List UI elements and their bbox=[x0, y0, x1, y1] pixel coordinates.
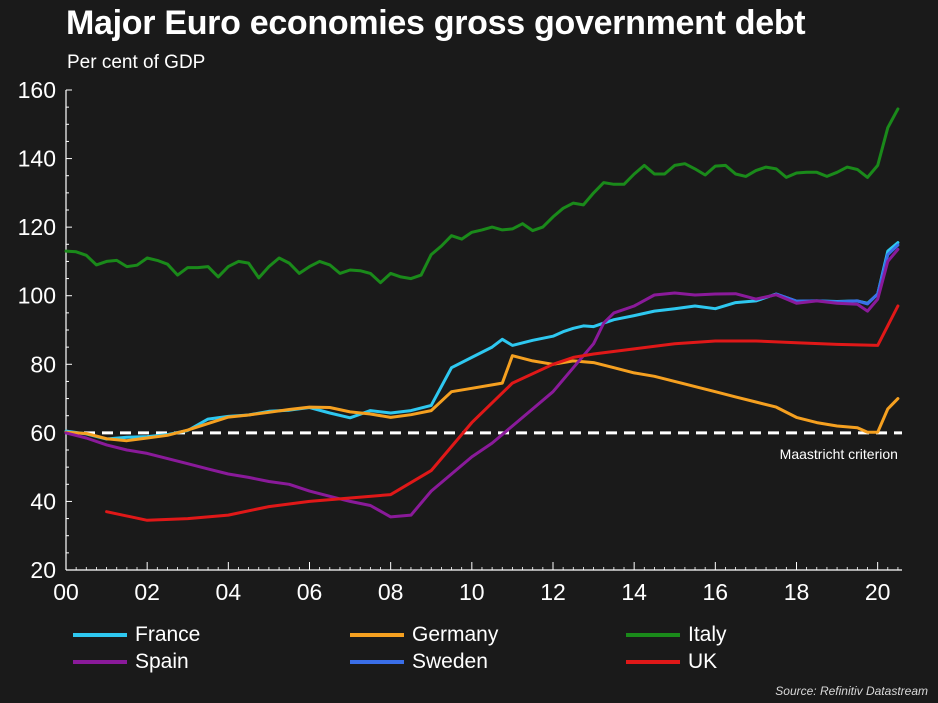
x-tick-label: 12 bbox=[540, 579, 566, 605]
legend-item-france: France bbox=[73, 623, 200, 647]
x-tick-label: 16 bbox=[703, 579, 729, 605]
legend-swatch bbox=[73, 633, 127, 637]
axes: 20 40 60 80 100 120 140 160 00 02 04 06 08 10 12 14 16 18… bbox=[18, 77, 902, 605]
x-tick-label: 08 bbox=[378, 579, 404, 605]
legend-label: Spain bbox=[135, 650, 189, 673]
y-tick-label: 60 bbox=[30, 420, 56, 446]
x-tick-label: 10 bbox=[459, 579, 485, 605]
legend-swatch bbox=[350, 633, 404, 637]
y-tick-label: 20 bbox=[30, 557, 56, 583]
legend-item-italy: Italy bbox=[626, 623, 727, 647]
series-line-spain bbox=[64, 247, 900, 519]
series-line-uk bbox=[105, 304, 900, 522]
x-tick-label: 04 bbox=[216, 579, 242, 605]
series-line-germany bbox=[64, 354, 900, 443]
series-line-italy bbox=[64, 107, 900, 285]
legend-label: Sweden bbox=[412, 650, 488, 673]
y-tick-label: 40 bbox=[30, 488, 56, 514]
y-tick-label: 100 bbox=[18, 283, 56, 309]
legend-label: UK bbox=[688, 650, 718, 673]
legend-item-sweden: Sweden bbox=[350, 650, 488, 674]
legend-item-spain: Spain bbox=[73, 650, 189, 674]
legend-label: France bbox=[135, 623, 201, 646]
x-tick-label: 02 bbox=[134, 579, 160, 605]
x-tick-label: 18 bbox=[784, 579, 810, 605]
x-tick-label: 14 bbox=[621, 579, 647, 605]
legend-swatch bbox=[350, 660, 404, 664]
legend-label: Italy bbox=[688, 623, 727, 646]
chart-subtitle: Per cent of GDP bbox=[67, 52, 206, 73]
x-tick-label: 20 bbox=[865, 579, 891, 605]
legend-item-uk: UK bbox=[626, 650, 717, 674]
y-tick-label: 160 bbox=[18, 77, 56, 103]
chart-title: Major Euro economies gross government de… bbox=[66, 4, 806, 42]
x-tick-label: 06 bbox=[297, 579, 323, 605]
legend-label: Germany bbox=[412, 623, 499, 646]
legend-swatch bbox=[626, 660, 680, 664]
x-tick-label: 00 bbox=[53, 579, 79, 605]
y-tick-label: 120 bbox=[18, 214, 56, 240]
legend-swatch bbox=[73, 660, 127, 664]
y-tick-label: 140 bbox=[18, 146, 56, 172]
source-note: Source: Refinitiv Datastream bbox=[775, 684, 928, 698]
series-group bbox=[64, 107, 900, 522]
reference-line-label: Maastricht criterion bbox=[780, 446, 898, 462]
legend-item-germany: Germany bbox=[350, 623, 498, 647]
reference-line-group: Maastricht criterion bbox=[66, 431, 902, 462]
y-tick-label: 80 bbox=[30, 351, 56, 377]
legend-swatch bbox=[626, 633, 680, 637]
